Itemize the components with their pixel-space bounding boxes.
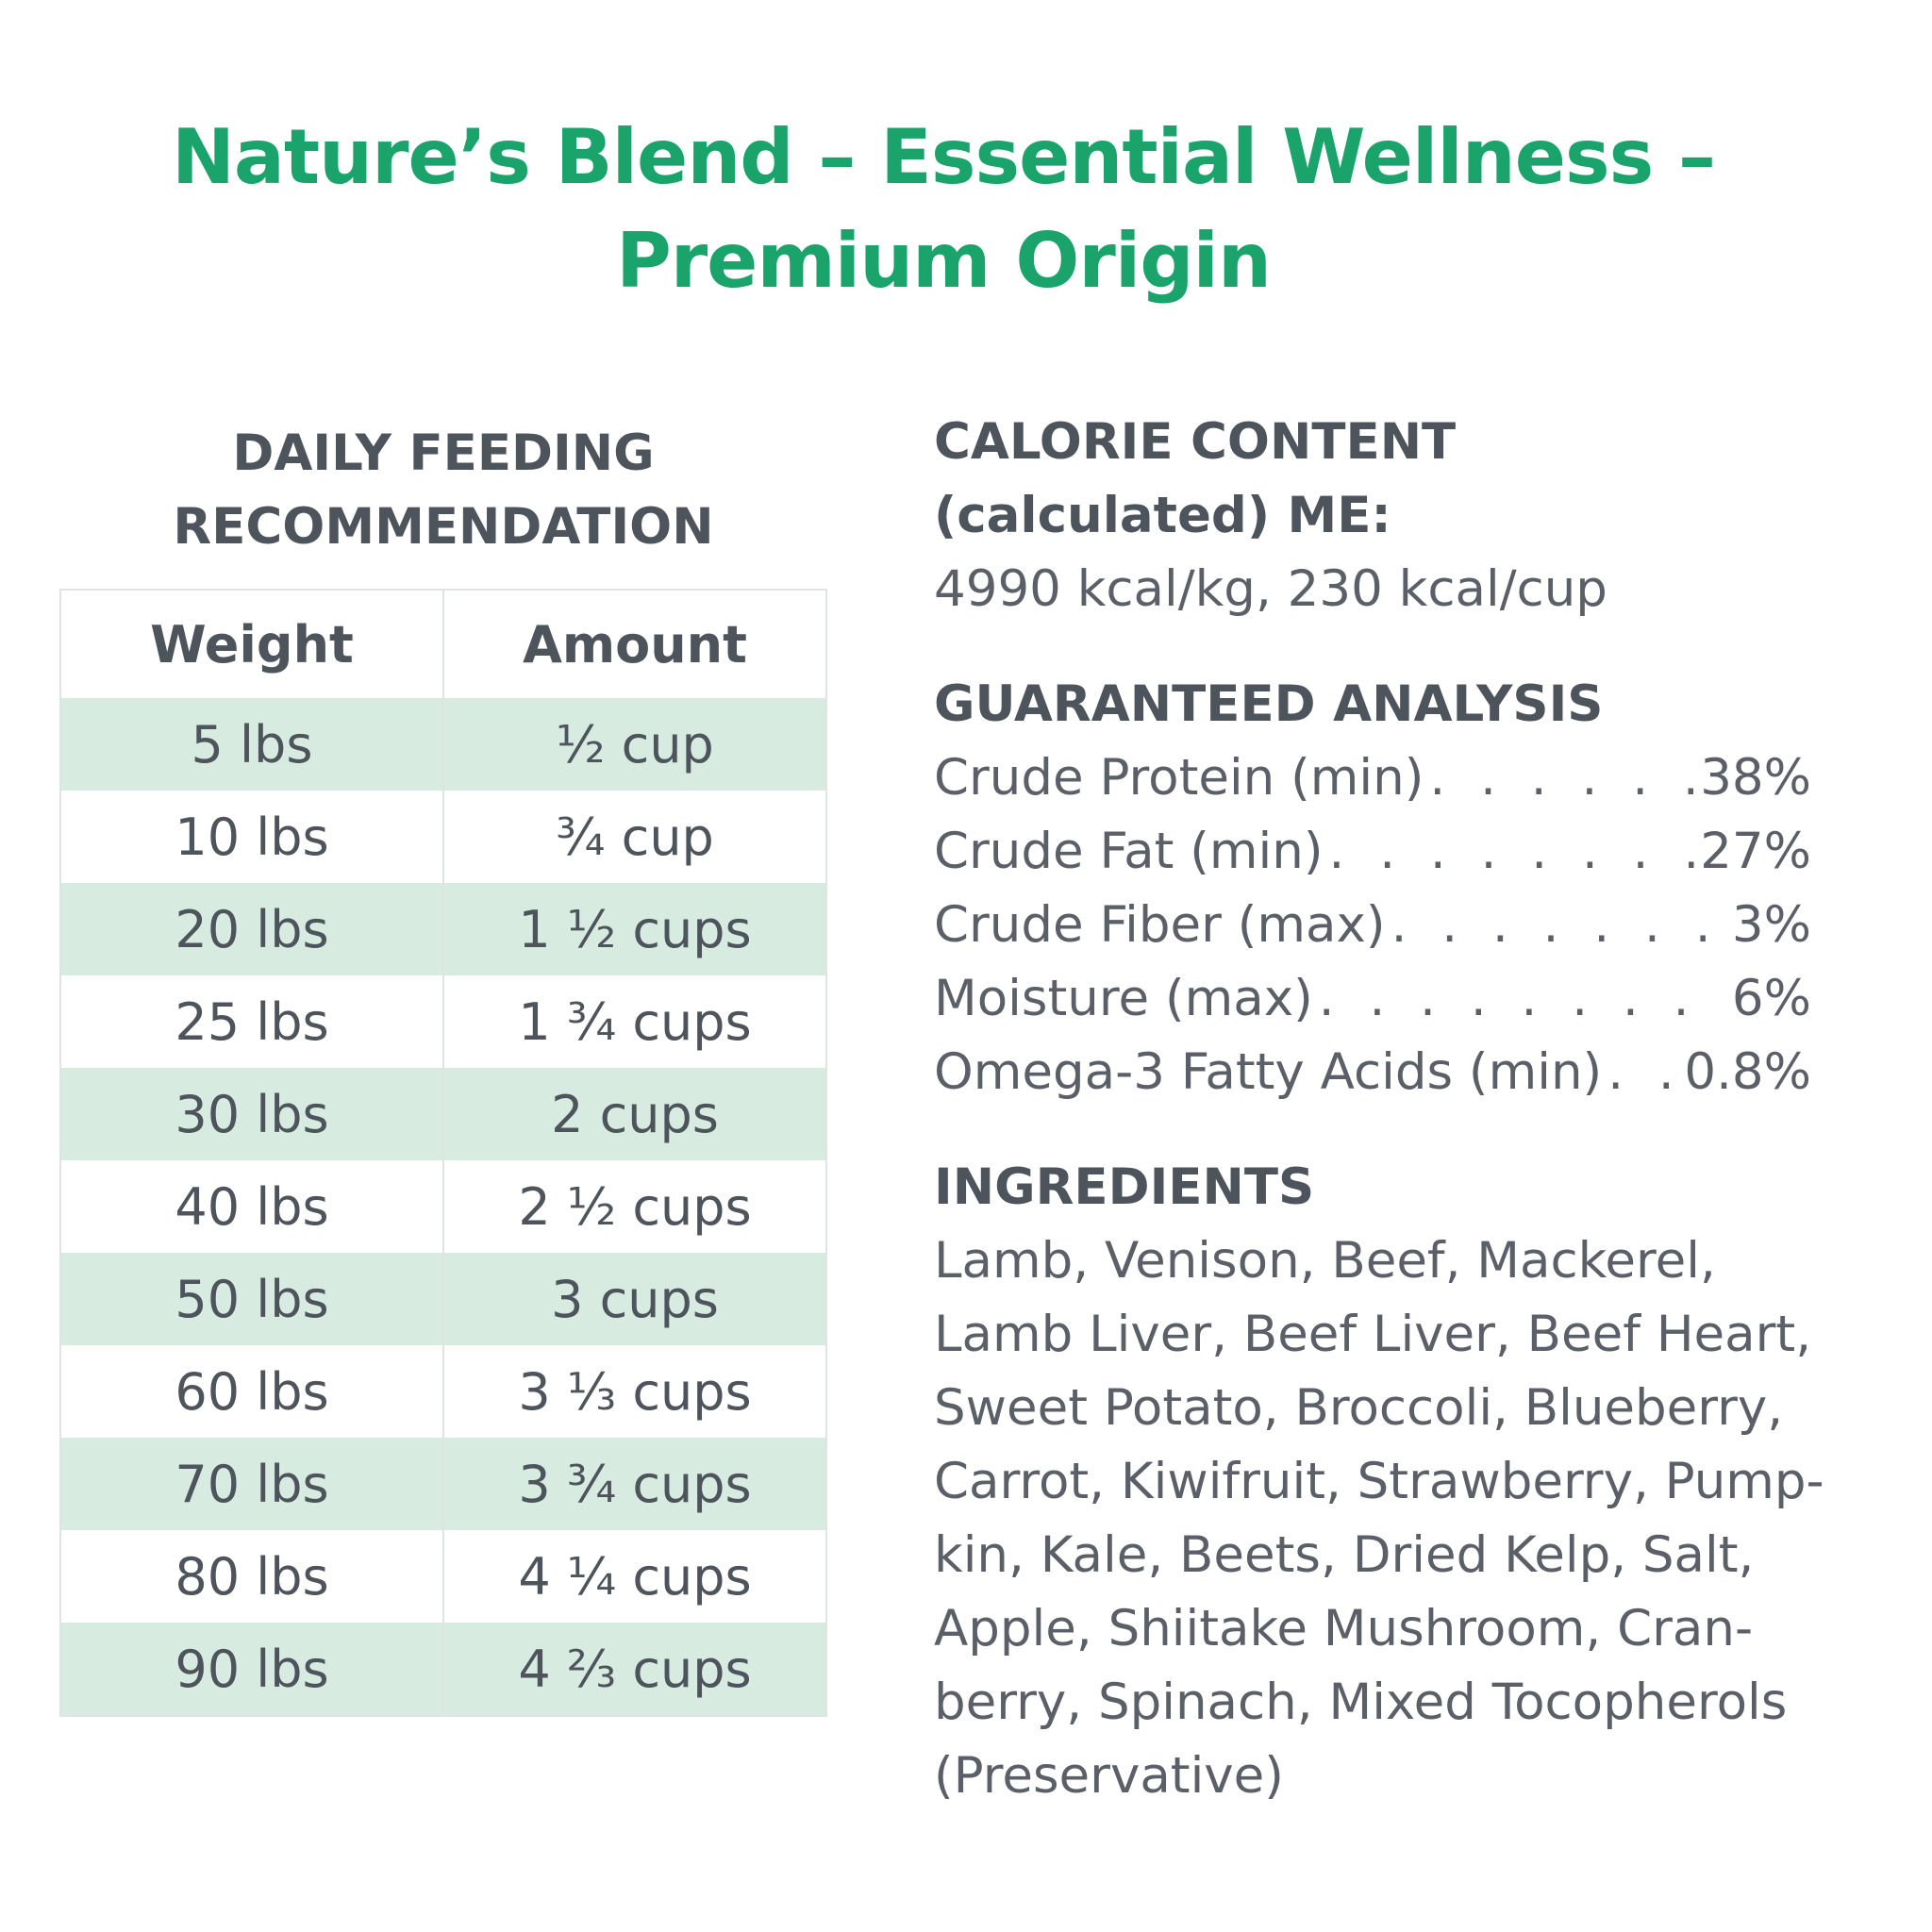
analysis-value: 3% xyxy=(1731,896,1811,954)
nutrition-info: CALORIE CONTENT (calculated) ME: 4990 kc… xyxy=(934,406,1840,1813)
dot-leader xyxy=(1607,1036,1678,1109)
feeding-heading-line-1: DAILY FEEDING xyxy=(232,425,655,482)
amount-cell: 2 cups xyxy=(551,1084,719,1144)
amount-cell: 4 ⅔ cups xyxy=(518,1639,752,1699)
weight-cell: 5 lbs xyxy=(61,698,444,791)
table-row: 50 lbs 3 cups xyxy=(61,1253,825,1345)
weight-column-header: Weight xyxy=(61,591,444,698)
table-row: 30 lbs 2 cups xyxy=(61,1068,825,1160)
weight-cell: 90 lbs xyxy=(61,1623,444,1715)
calorie-value: 4990 kcal/kg, 230 kcal/cup xyxy=(934,560,1607,618)
ingredients-heading: INGREDIENTS xyxy=(934,1158,1315,1216)
amount-cell: 4 ¼ cups xyxy=(518,1546,752,1607)
analysis-row: Crude Protein (min) 38% xyxy=(934,741,1811,815)
calorie-section: CALORIE CONTENT (calculated) ME: 4990 kc… xyxy=(934,406,1840,626)
analysis-name: Crude Protein (min) xyxy=(934,749,1424,807)
weight-cell: 60 lbs xyxy=(61,1345,444,1438)
feeding-heading-line-2: RECOMMENDATION xyxy=(173,498,714,556)
table-row: 90 lbs 4 ⅔ cups xyxy=(61,1623,825,1715)
amount-cell: 3 ¾ cups xyxy=(518,1454,752,1514)
table-row: 10 lbs ¾ cup xyxy=(61,791,825,883)
amount-cell: 3 ⅓ cups xyxy=(518,1361,752,1422)
table-row: 80 lbs 4 ¼ cups xyxy=(61,1530,825,1623)
analysis-row: Moisture (max) 6% xyxy=(934,962,1811,1036)
ingredients-list: Lamb, Venison, Beef, Mackerel, Lamb Live… xyxy=(934,1232,1824,1805)
amount-cell: 3 cups xyxy=(551,1269,719,1329)
analysis-name: Crude Fat (min) xyxy=(934,823,1324,880)
analysis-section: GUARANTEED ANALYSIS Crude Protein (min) … xyxy=(934,668,1840,1109)
title-line-2: Premium Origin xyxy=(616,217,1272,305)
analysis-row: Crude Fiber (max) 3% xyxy=(934,889,1811,962)
table-row: 25 lbs 1 ¾ cups xyxy=(61,975,825,1068)
amount-cell: ½ cup xyxy=(556,714,714,774)
weight-cell: 50 lbs xyxy=(61,1253,444,1345)
analysis-value: 27% xyxy=(1700,823,1811,880)
amount-cell: ¾ cup xyxy=(556,807,714,867)
table-row: 60 lbs 3 ⅓ cups xyxy=(61,1345,825,1438)
analysis-value: 38% xyxy=(1700,749,1811,807)
page-title: Nature’s Blend – Essential Wellness – Pr… xyxy=(0,106,1887,313)
amount-column-header: Amount xyxy=(523,614,747,675)
analysis-value: 6% xyxy=(1731,970,1811,1027)
calorie-heading-line-2: (calculated) ME: xyxy=(934,487,1391,544)
dot-leader xyxy=(1429,741,1694,815)
analysis-name: Crude Fiber (max) xyxy=(934,896,1386,954)
title-line-1: Nature’s Blend – Essential Wellness – xyxy=(171,113,1716,201)
amount-cell: 2 ½ cups xyxy=(518,1176,752,1237)
weight-cell: 20 lbs xyxy=(61,883,444,975)
ingredients-section: INGREDIENTS Lamb, Venison, Beef, Mackere… xyxy=(934,1151,1840,1813)
amount-cell: 1 ½ cups xyxy=(518,899,752,959)
table-row: 40 lbs 2 ½ cups xyxy=(61,1160,825,1253)
analysis-name: Moisture (max) xyxy=(934,970,1313,1027)
analysis-name: Omega-3 Fatty Acids (min) xyxy=(934,1043,1603,1101)
dot-leader xyxy=(1391,889,1726,962)
weight-cell: 30 lbs xyxy=(61,1068,444,1160)
weight-cell: 25 lbs xyxy=(61,975,444,1068)
feeding-table: Weight Amount 5 lbs ½ cup 10 lbs ¾ cup 2… xyxy=(59,589,827,1717)
analysis-row: Omega-3 Fatty Acids (min) 0.8% xyxy=(934,1036,1811,1109)
weight-cell: 40 lbs xyxy=(61,1160,444,1253)
dot-leader xyxy=(1329,815,1695,889)
analysis-row: Crude Fat (min) 27% xyxy=(934,815,1811,889)
table-row: 5 lbs ½ cup xyxy=(61,698,825,791)
dot-leader xyxy=(1319,962,1726,1036)
table-row: 20 lbs 1 ½ cups xyxy=(61,883,825,975)
weight-cell: 10 lbs xyxy=(61,791,444,883)
calorie-heading-line-1: CALORIE CONTENT xyxy=(934,413,1457,471)
analysis-value: 0.8% xyxy=(1684,1043,1811,1101)
feeding-heading: DAILY FEEDING RECOMMENDATION xyxy=(60,417,826,564)
analysis-heading: GUARANTEED ANALYSIS xyxy=(934,675,1604,733)
weight-cell: 80 lbs xyxy=(61,1530,444,1623)
weight-cell: 70 lbs xyxy=(61,1438,444,1530)
table-row: 70 lbs 3 ¾ cups xyxy=(61,1438,825,1530)
feeding-table-header: Weight Amount xyxy=(61,591,825,698)
amount-cell: 1 ¾ cups xyxy=(518,991,752,1052)
